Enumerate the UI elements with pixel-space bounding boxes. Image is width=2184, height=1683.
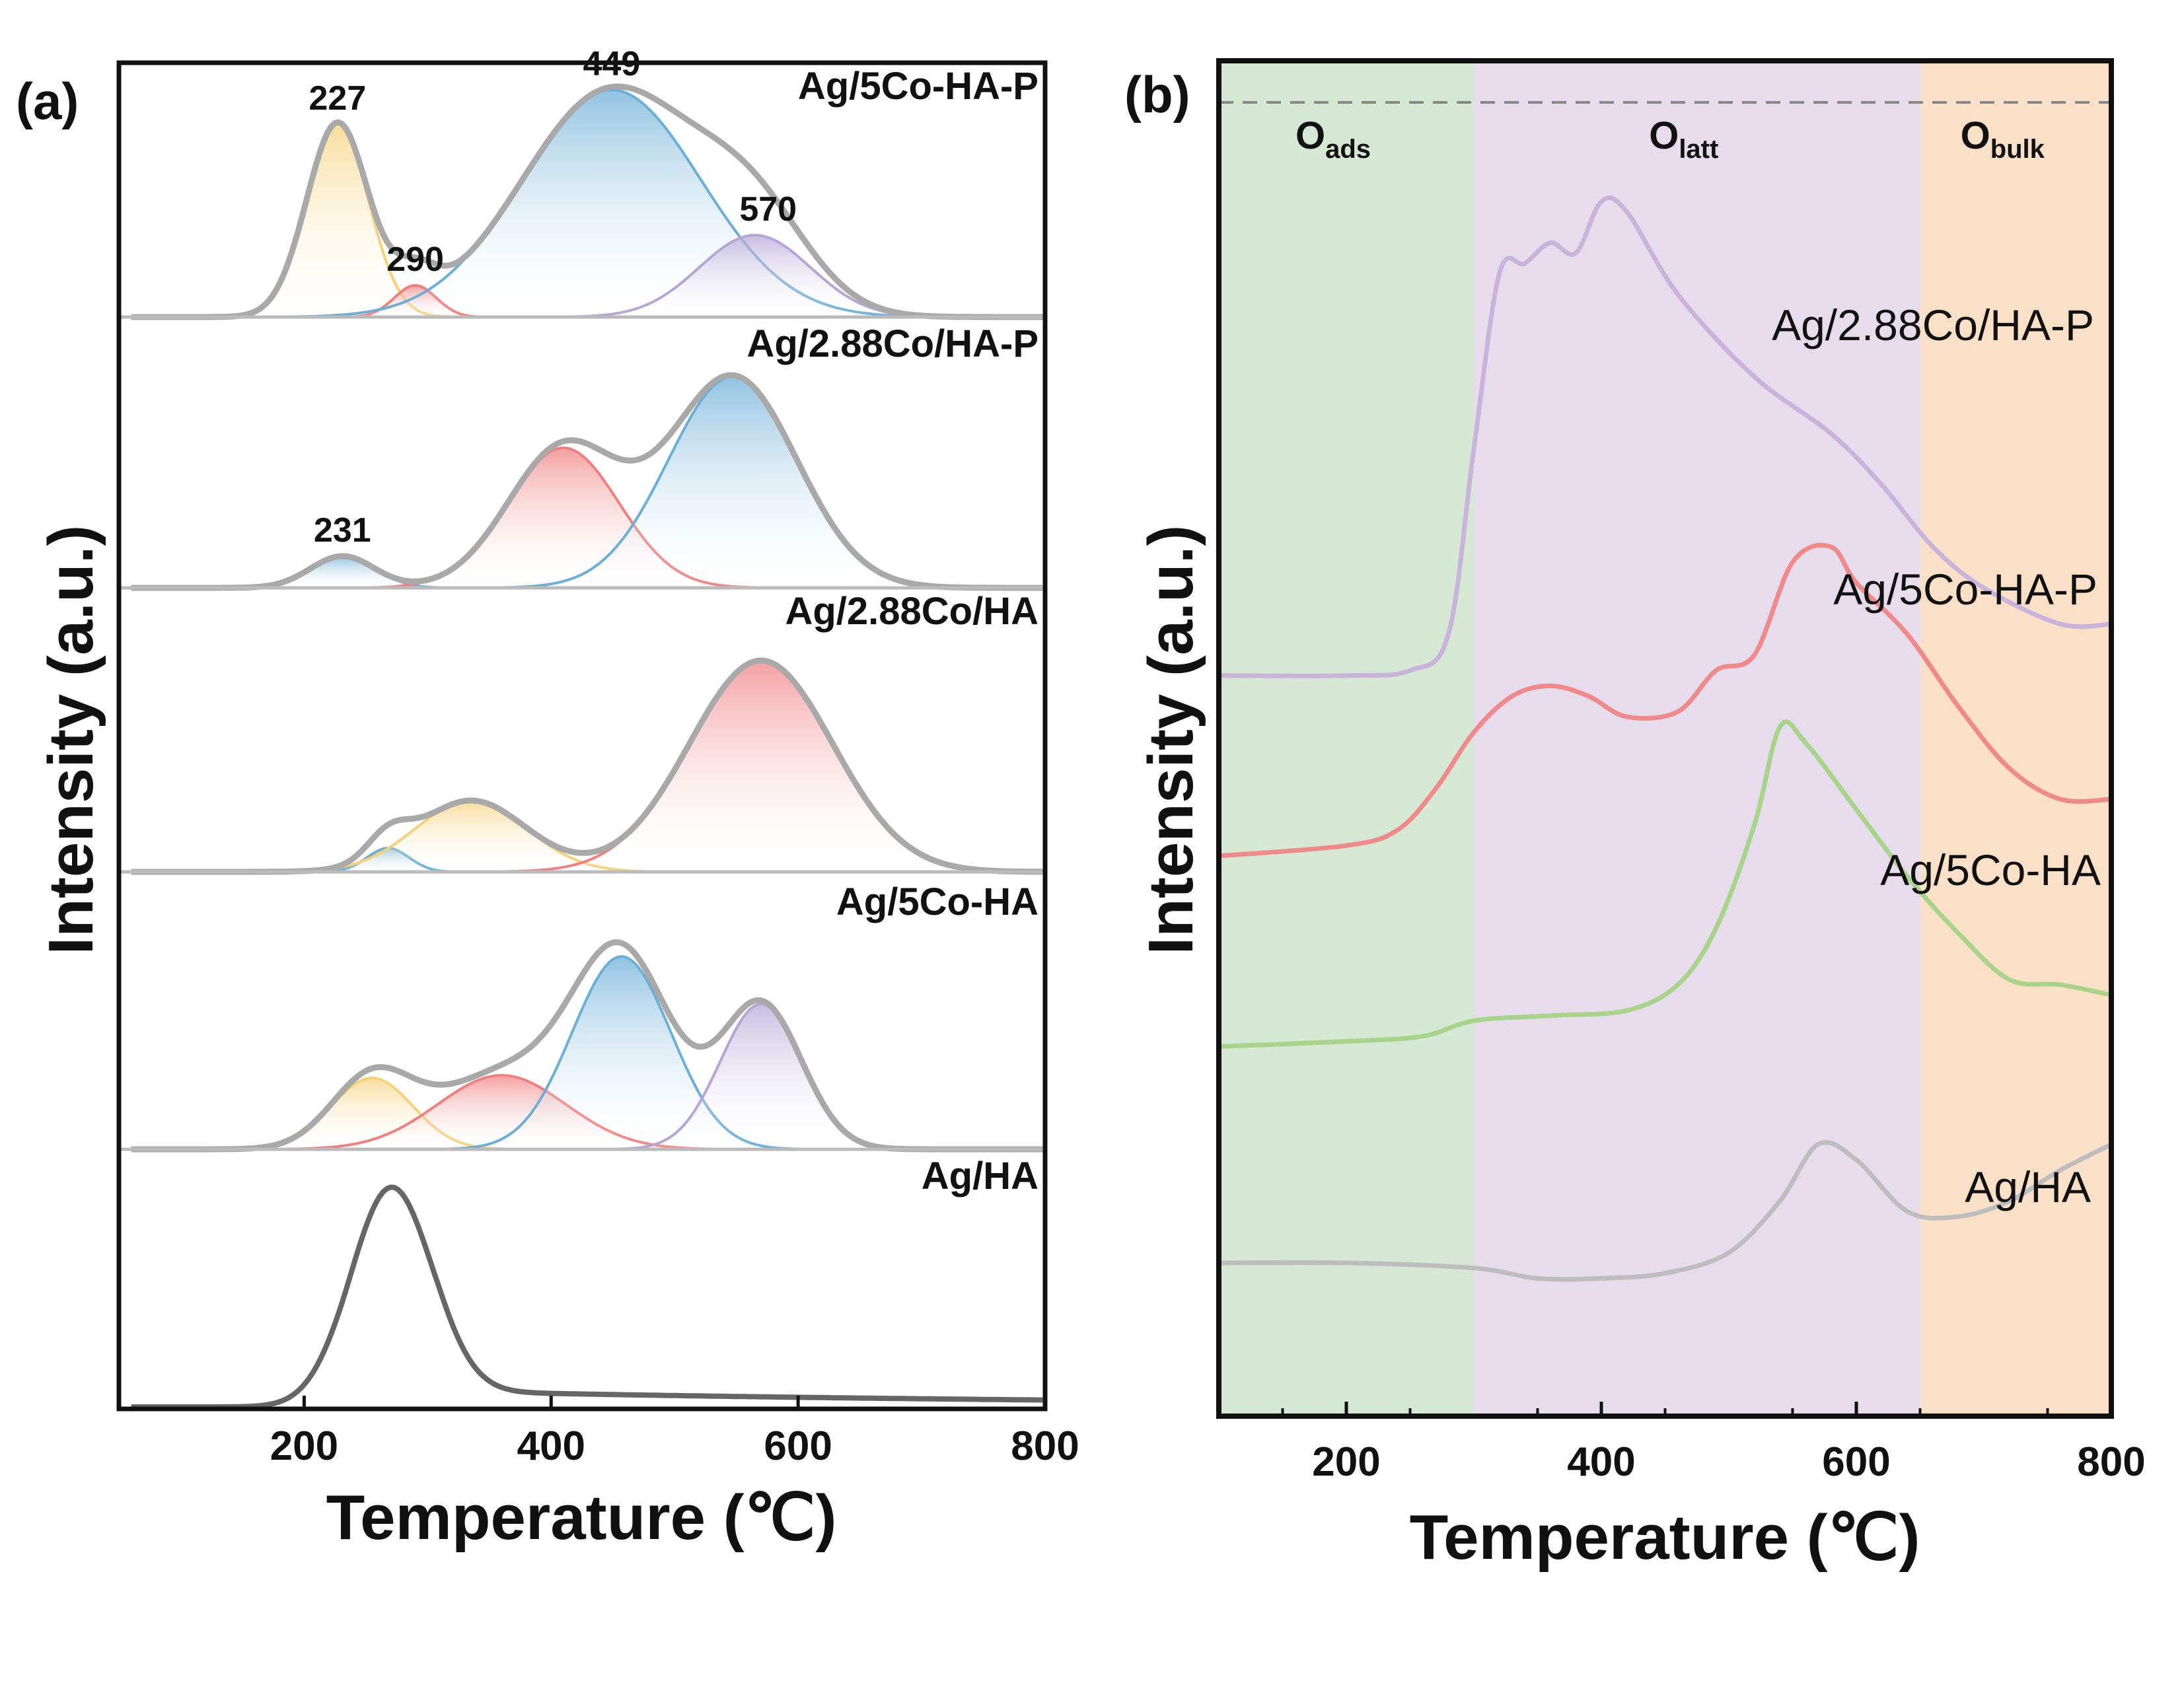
a-ag-2-88co-ha-p-label: Ag/2.88Co/HA-P (746, 322, 1038, 365)
a-x-tick-label-200: 200 (270, 1423, 338, 1469)
a-ag-2-88co-ha-envelope (131, 657, 1043, 875)
b-ag-ha-label: Ag/HA (1965, 1163, 2091, 1211)
b-series-ag-2-88co-ha-p (1218, 195, 2112, 678)
panel-b-sample-labels: Ag/2.88Co/HA-P Ag/5Co-HA-P Ag/5Co-HA Ag/HA (1772, 301, 2101, 1211)
panel-b-chart: (b) Oads Olatt Obulk Ag/2.88Co/HA-P Ag/5Co-… (1124, 58, 2146, 1573)
b-region-label-bulk: Obulk (1961, 114, 2045, 164)
a-ag-ha-envelope (131, 1184, 1043, 1410)
a-ag-5co-ha-p-peak-3-fill (256, 90, 968, 317)
panel-b-regions (1219, 61, 2111, 1416)
a-ag-5co-ha-p-peak-4-fill (532, 235, 978, 317)
panel-a-envelopes (131, 83, 1043, 1410)
a-peak-label-227: 227 (309, 79, 367, 118)
b-ag-2-88co-ha-p-label: Ag/2.88Co/HA-P (1772, 301, 2094, 349)
a-ag-5co-ha-p-envelope (131, 83, 1043, 320)
a-x-tick-label-800: 800 (1011, 1423, 1079, 1469)
panel-a-sample-labels: Ag/5Co-HA-P Ag/2.88Co/HA-P Ag/2.88Co/HA Ag/… (746, 65, 1038, 1198)
b-x-tick-label-800: 800 (2077, 1439, 2145, 1485)
b-region-bulk (1920, 61, 2111, 1416)
panel-a-frame (116, 60, 1048, 1412)
a-ag-5co-ha-peak-4-fill (598, 1004, 924, 1149)
a-ag-5co-ha-peak-3-fill (423, 956, 819, 1149)
b-ag-5co-ha-label: Ag/5Co-HA (1880, 845, 2101, 894)
panel-a-dividers (119, 315, 1045, 1151)
a-ag-2-88co-ha-peak-2-fill (248, 801, 694, 872)
b-region-latt (1474, 61, 1920, 1416)
a-ag-5co-ha-p-label: Ag/5Co-HA-P (798, 65, 1038, 108)
b-region-label-latt: Olatt (1649, 114, 1718, 164)
panel-a-label: (a) (16, 72, 79, 130)
a-peak-label-231: 231 (314, 511, 371, 550)
panel-b-region-labels: Oads Olatt Obulk (1295, 114, 2045, 164)
a-peak-label-449: 449 (583, 45, 641, 83)
panel-a-y-axis-title: Intensity (a.u.) (36, 525, 106, 955)
a-ag-2-88co-ha-p-peak-2-fill (341, 448, 786, 588)
panel-a-x-axis-title: Temperature (℃) (326, 1482, 837, 1553)
b-x-tick-label-600: 600 (1822, 1439, 1890, 1485)
panel-a-chart: (a) Ag/5Co-HA-P Ag/2.88Co/HA-P Ag/2.88Co/H… (16, 45, 1079, 1553)
b-x-tick-label-200: 200 (1312, 1439, 1380, 1485)
b-series-ag-ha (1218, 1139, 2113, 1282)
a-ag-ha-label: Ag/HA (922, 1155, 1038, 1198)
a-ag-2-88co-ha-p-envelope (131, 372, 1043, 591)
panel-b-label: (b) (1124, 65, 1190, 124)
a-ag-2-88co-ha-p-peak-1-fill (213, 556, 471, 588)
panel-b-x-axis-title: Temperature (℃) (1410, 1502, 1920, 1573)
b-x-tick-label-400: 400 (1567, 1439, 1635, 1485)
b-region-label-ads: Oads (1295, 114, 1371, 164)
a-ag-5co-ha-peak-1-fill (209, 1078, 535, 1149)
a-ag-2-88co-ha-peak-3-fill (474, 661, 1048, 872)
b-series-ag-5co-ha-p (1218, 542, 2112, 859)
panel-b-x-ticks: 200 400 600 800 (1281, 1402, 2146, 1485)
panel-a-x-ticks: 200 400 600 800 (270, 1396, 1079, 1469)
a-x-tick-label-600: 600 (764, 1423, 832, 1469)
panel-b-y-axis-title: Intensity (a.u.) (1136, 525, 1206, 955)
b-ag-5co-ha-p-label: Ag/5Co-HA-P (1833, 565, 2097, 614)
a-ag-5co-ha-label: Ag/5Co-HA (836, 880, 1038, 923)
a-ag-2-88co-ha-p-peak-3-fill (476, 376, 990, 588)
a-x-tick-label-400: 400 (517, 1423, 585, 1469)
a-peak-label-570: 570 (739, 190, 797, 229)
b-region-ads (1219, 61, 1474, 1416)
panel-a-peak-labels: 227 290 449 570 231 (309, 45, 797, 550)
panel-b-series (1218, 195, 2113, 1282)
a-ag-5co-ha-peak-2-fill (244, 1075, 759, 1149)
b-series-ag-5co-ha (1218, 719, 2112, 1049)
a-ag-2-88co-ha-label: Ag/2.88Co/HA (785, 590, 1038, 633)
a-ag-5co-ha-p-peak-1-fill (213, 124, 461, 317)
a-peak-label-290: 290 (386, 240, 444, 279)
